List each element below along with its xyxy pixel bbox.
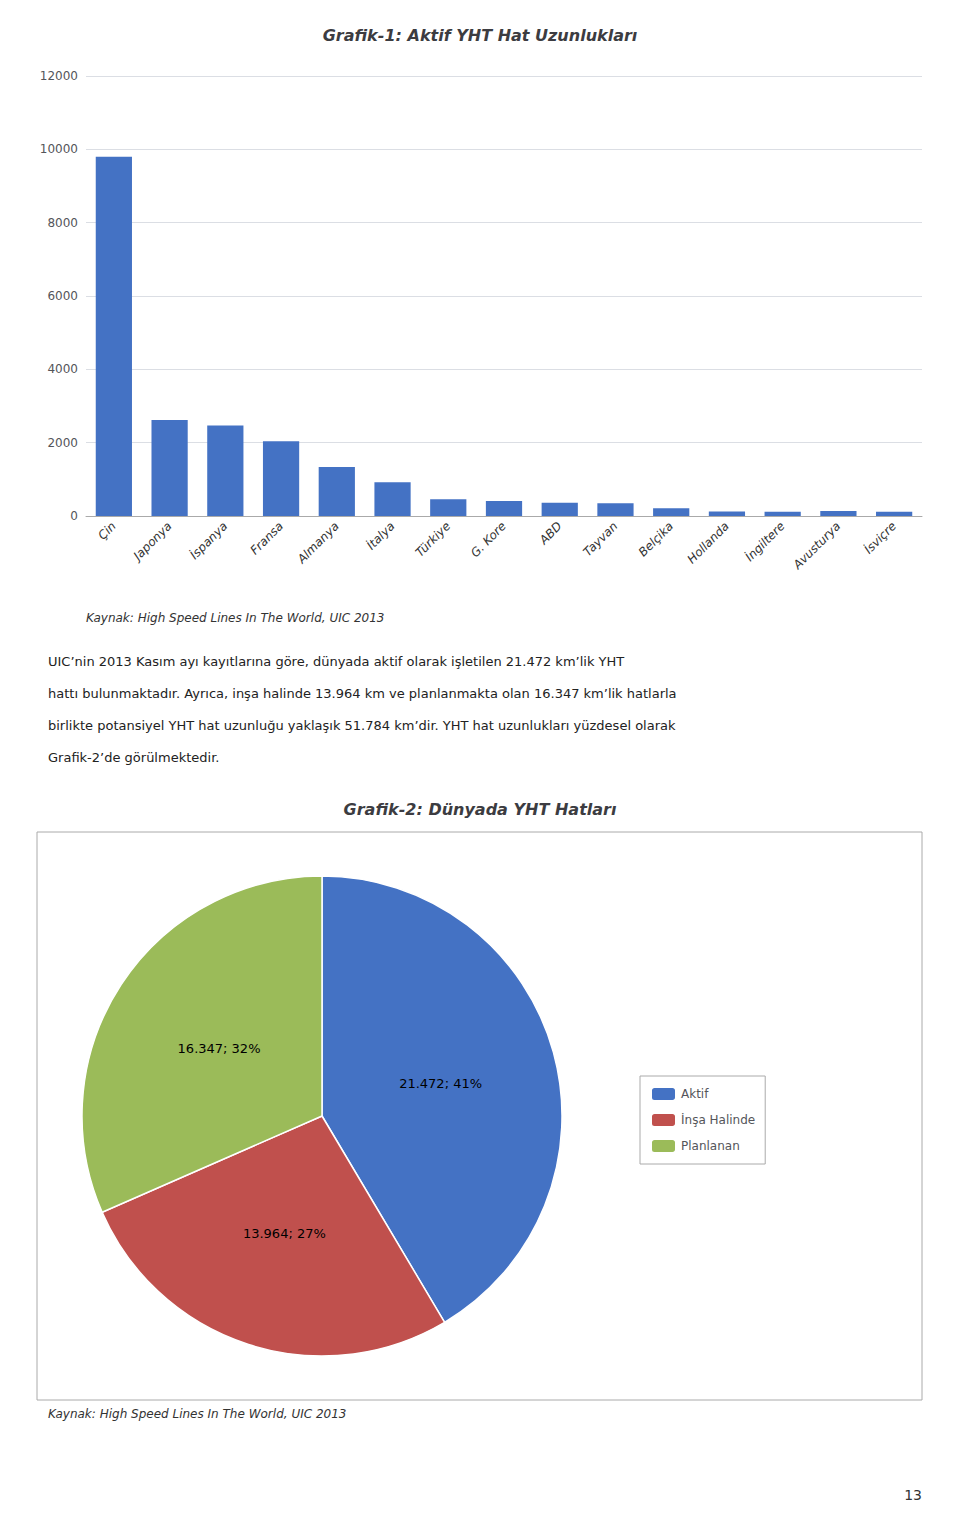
svg-text:6000: 6000 <box>47 289 78 303</box>
svg-text:İnşa Halinde: İnşa Halinde <box>681 1112 755 1127</box>
svg-text:16.347; 32%: 16.347; 32% <box>178 1041 261 1056</box>
svg-text:Japonya: Japonya <box>129 519 174 564</box>
svg-text:Grafik-2: Dünyada YHT Hatları: Grafik-2: Dünyada YHT Hatları <box>344 800 617 819</box>
svg-text:İsviçre: İsviçre <box>861 518 899 556</box>
svg-text:12000: 12000 <box>40 69 78 83</box>
svg-text:21.472; 41%: 21.472; 41% <box>399 1076 482 1091</box>
svg-text:Çin: Çin <box>95 519 119 543</box>
svg-text:Almanya: Almanya <box>294 519 342 567</box>
svg-text:0: 0 <box>70 509 78 523</box>
svg-text:Tayvan: Tayvan <box>580 519 620 559</box>
svg-text:Hollanda: Hollanda <box>685 519 732 566</box>
svg-text:Planlanan: Planlanan <box>681 1139 740 1153</box>
svg-text:Belçika: Belçika <box>636 519 676 559</box>
svg-text:10000: 10000 <box>40 142 78 156</box>
svg-text:G. Kore: G. Kore <box>468 519 509 560</box>
svg-text:Kaynak: High Speed Lines In Th: Kaynak: High Speed Lines In The World, U… <box>86 611 384 625</box>
svg-text:hattı bulunmaktadır. Ayrıca, i: hattı bulunmaktadır. Ayrıca, inşa halind… <box>48 686 677 701</box>
svg-text:2000: 2000 <box>47 436 78 450</box>
svg-text:İtalya: İtalya <box>363 518 397 552</box>
svg-text:Grafik-2’de görülmektedir.: Grafik-2’de görülmektedir. <box>48 750 219 765</box>
svg-text:İspanya: İspanya <box>187 518 231 562</box>
svg-text:İngiltere: İngiltere <box>742 518 788 564</box>
svg-text:Fransa: Fransa <box>248 519 286 557</box>
svg-text:8000: 8000 <box>47 216 78 230</box>
svg-text:Türkiye: Türkiye <box>413 519 454 560</box>
svg-text:UIC’nin 2013 Kasım ayı kayıtla: UIC’nin 2013 Kasım ayı kayıtlarına göre,… <box>48 654 624 669</box>
svg-text:13: 13 <box>904 1487 922 1503</box>
svg-text:birlikte potansiyel YHT hat uz: birlikte potansiyel YHT hat uzunluğu yak… <box>48 718 676 733</box>
svg-text:ABD: ABD <box>536 519 565 548</box>
svg-text:Avusturya: Avusturya <box>790 519 844 573</box>
svg-text:4000: 4000 <box>47 362 78 376</box>
svg-text:Grafik-1: Aktif YHT Hat Uzunlu: Grafik-1: Aktif YHT Hat Uzunlukları <box>323 26 638 45</box>
svg-text:13.964; 27%: 13.964; 27% <box>243 1226 326 1241</box>
svg-text:Kaynak: High Speed Lines In Th: Kaynak: High Speed Lines In The World, U… <box>48 1407 346 1421</box>
svg-text:Aktif: Aktif <box>681 1087 709 1101</box>
